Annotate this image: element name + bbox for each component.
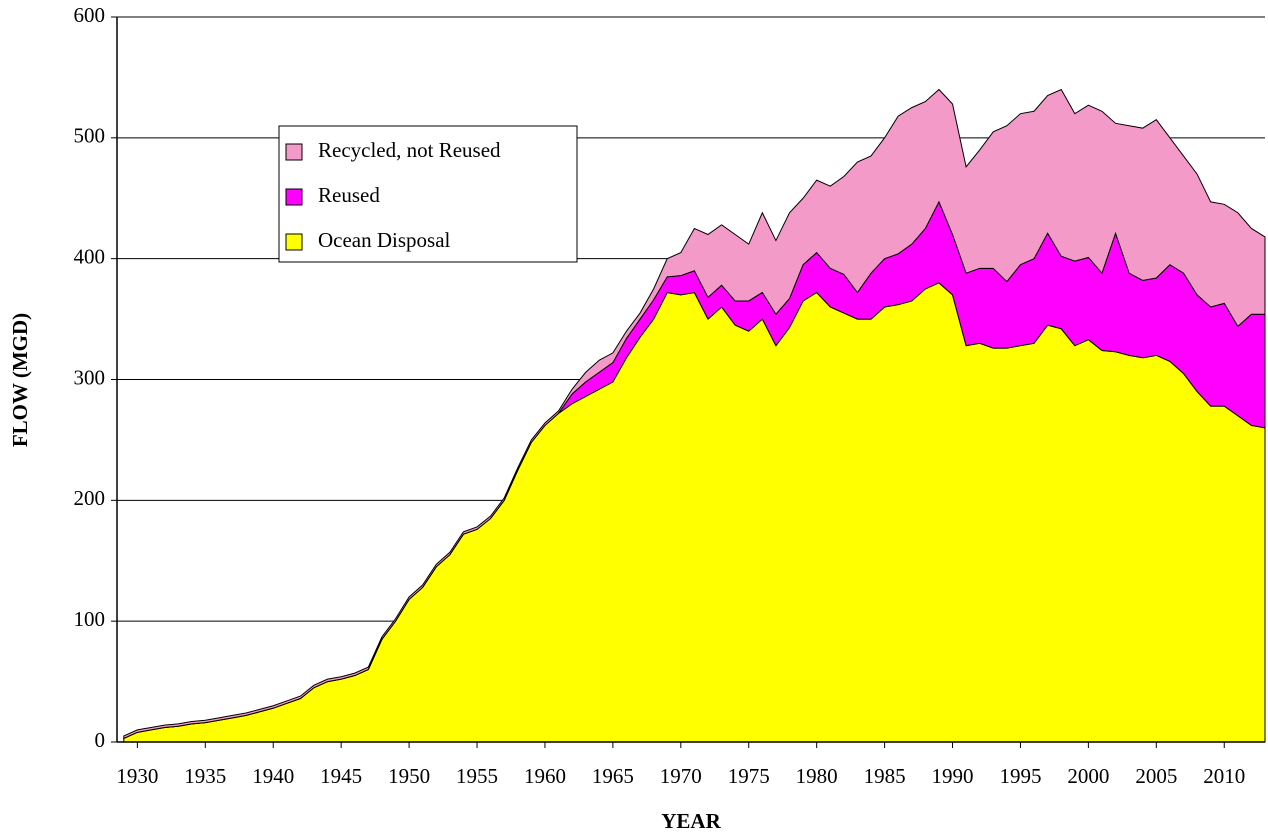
- y-tick-label: 200: [74, 486, 106, 510]
- y-tick-label: 100: [74, 607, 106, 631]
- legend-label: Ocean Disposal: [318, 228, 451, 252]
- area: [123, 88, 1266, 740]
- area: [123, 282, 1266, 743]
- x-tick-label: 1995: [999, 764, 1041, 788]
- x-tick-label: 1980: [796, 764, 838, 788]
- y-tick-label: 600: [74, 3, 106, 27]
- x-axis-title: YEAR: [661, 809, 721, 833]
- legend-swatch: [285, 233, 303, 251]
- x-tick-label: 1990: [932, 764, 974, 788]
- legend-swatch: [285, 143, 303, 161]
- legend-label: Reused: [318, 183, 380, 207]
- legend-box: [278, 125, 578, 263]
- x-tick-label: 1940: [252, 764, 294, 788]
- x-tick-label: 1945: [320, 764, 362, 788]
- x-tick-label: 1970: [660, 764, 702, 788]
- x-tick-label: 2005: [1135, 764, 1177, 788]
- legend-label: Recycled, not Reused: [318, 138, 501, 162]
- legend: Recycled, not Reused Reused Ocean Disposal: [278, 125, 578, 263]
- x-tick-label: 1985: [864, 764, 906, 788]
- x-tick-label: 1950: [388, 764, 430, 788]
- y-tick-label: 500: [74, 124, 106, 148]
- x-tick-label: 1975: [728, 764, 770, 788]
- x-tick-label: 1930: [116, 764, 158, 788]
- y-tick-label: 400: [74, 244, 106, 268]
- x-tick-label: 2010: [1203, 764, 1245, 788]
- y-tick-label: 300: [74, 365, 106, 389]
- x-tick-label: 1955: [456, 764, 498, 788]
- x-tick-label: 1960: [524, 764, 566, 788]
- x-tick-label: 1935: [184, 764, 226, 788]
- x-tick-label: 2000: [1067, 764, 1109, 788]
- x-tick-label: 1965: [592, 764, 634, 788]
- legend-swatch: [285, 188, 303, 206]
- y-tick-label: 0: [95, 728, 106, 752]
- y-axis-title: FLOW (MGD): [8, 313, 32, 447]
